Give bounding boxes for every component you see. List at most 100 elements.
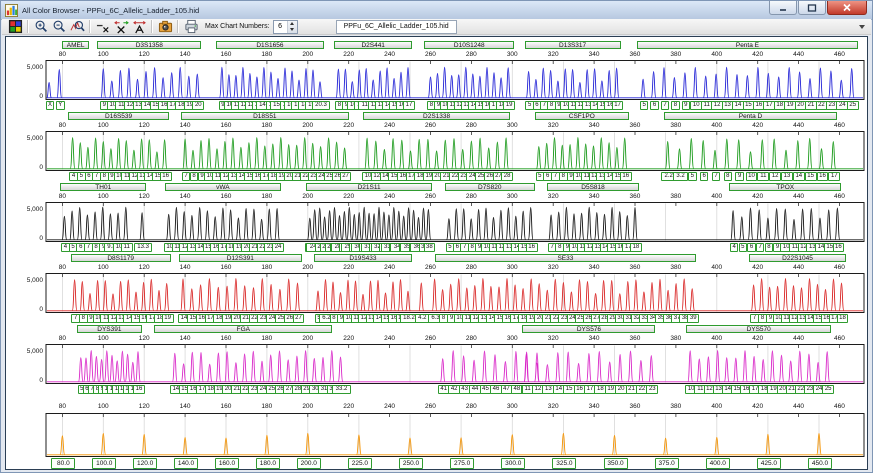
allele-label[interactable]: 9 <box>735 172 744 181</box>
zoom-reset-button[interactable] <box>68 19 86 34</box>
allele-label[interactable]: 28 <box>501 172 514 181</box>
axis-tick-label: 80 <box>58 335 66 342</box>
baseline-toggle-button[interactable] <box>94 19 112 34</box>
size-label[interactable]: 400.0 <box>705 458 730 469</box>
allele-label[interactable]: 6 <box>747 243 756 252</box>
file-tab[interactable]: PPFu_6C_Allelic_Ladder_105.hid <box>335 19 457 34</box>
size-label[interactable]: 325.0 <box>552 458 577 469</box>
allele-label[interactable]: 6 <box>650 101 659 110</box>
allele-label[interactable]: 7 <box>711 172 721 181</box>
x-range-button[interactable] <box>112 19 130 34</box>
allele-label[interactable]: 18 <box>630 243 642 252</box>
allele-label[interactable]: 33.2 <box>332 385 351 394</box>
zoom-in-button[interactable] <box>32 19 50 34</box>
allele-label[interactable]: 11 <box>120 243 133 252</box>
allele-label[interactable]: X <box>45 101 55 110</box>
allele-label[interactable]: 10 <box>745 172 758 181</box>
allele-label[interactable]: Y <box>56 101 65 110</box>
allele-label[interactable]: 8 <box>439 314 448 323</box>
maximize-button[interactable] <box>798 1 826 15</box>
spinner-up-button[interactable] <box>288 21 297 27</box>
allele-label[interactable]: 13.3 <box>133 243 153 252</box>
allele-label[interactable]: 4 <box>729 243 739 252</box>
allele-label[interactable]: 17 <box>403 101 415 110</box>
size-label[interactable]: 425.0 <box>756 458 781 469</box>
allele-label[interactable]: 38 <box>423 243 436 252</box>
allele-label[interactable]: 7 <box>660 101 670 110</box>
size-label[interactable]: 450.0 <box>808 458 832 469</box>
size-label[interactable]: 300.0 <box>501 458 526 469</box>
allele-label[interactable]: 16 <box>525 243 538 252</box>
allele-label[interactable]: 5 <box>688 172 697 181</box>
size-label[interactable]: 375.0 <box>654 458 679 469</box>
allele-label[interactable]: 27 <box>292 314 305 323</box>
allele-label[interactable]: 19 <box>503 101 516 110</box>
electropherogram-green[interactable]: 5,000 0 <box>6 131 867 171</box>
allele-label[interactable]: 3.2 <box>672 172 689 181</box>
size-label[interactable]: 180.0 <box>255 458 280 469</box>
size-label[interactable]: 250.0 <box>399 458 423 469</box>
axis-tick-label: 300 <box>506 51 518 58</box>
axis-tick-label: 200 <box>302 193 314 200</box>
allele-label[interactable]: 19 <box>161 314 174 323</box>
max-chart-numbers-input[interactable] <box>273 20 287 33</box>
allele-label[interactable]: 8 <box>671 101 680 110</box>
zoom-out-button[interactable] <box>50 19 68 34</box>
allele-label[interactable]: 11 <box>757 172 770 181</box>
allele-label[interactable]: 16 <box>832 243 845 252</box>
size-label[interactable]: 120.0 <box>133 458 158 469</box>
size-label[interactable]: 140.0 <box>174 458 199 469</box>
electropherogram-orange[interactable] <box>6 413 867 457</box>
allele-label[interactable]: 6 <box>699 172 709 181</box>
allele-label[interactable]: 14 <box>792 172 805 181</box>
allele-label[interactable]: 16 <box>816 172 829 181</box>
allele-label[interactable]: 25 <box>846 101 859 110</box>
allele-label[interactable]: 25 <box>822 385 835 394</box>
allele-label[interactable]: 17 <box>828 172 841 181</box>
axis-tick-label: 460 <box>834 403 845 410</box>
color-browser-button[interactable] <box>6 19 24 34</box>
allele-label[interactable]: 5 <box>639 101 649 110</box>
allele-label[interactable]: 39 <box>687 314 700 323</box>
allele-label[interactable]: 7 <box>755 243 765 252</box>
allele-label[interactable]: 16 <box>159 172 172 181</box>
electropherogram-black[interactable]: 5,000 0 <box>6 202 867 242</box>
electropherogram-red[interactable]: 5,000 0 <box>6 273 867 313</box>
size-label[interactable]: 160.0 <box>214 458 239 469</box>
allele-label[interactable]: 18 <box>836 314 849 323</box>
size-label[interactable]: 275.0 <box>450 458 475 469</box>
allele-label[interactable]: 20.3 <box>311 101 331 110</box>
size-label[interactable]: 225.0 <box>347 458 372 469</box>
allele-label[interactable]: 23 <box>646 385 659 394</box>
axis-tick-label: 240 <box>384 335 395 342</box>
allele-label[interactable]: 8 <box>764 243 774 252</box>
allele-label[interactable]: 20 <box>192 101 205 110</box>
snapshot-button[interactable] <box>156 19 174 34</box>
allele-label[interactable]: 27 <box>339 172 352 181</box>
electropherogram-magenta[interactable]: 5,000 0 <box>6 344 867 384</box>
allele-label[interactable]: 16 <box>619 172 632 181</box>
size-label[interactable]: 100.0 <box>92 458 117 469</box>
allele-label[interactable]: 9 <box>681 101 691 110</box>
print-button[interactable] <box>182 19 200 34</box>
minimize-button[interactable] <box>769 1 797 15</box>
allele-label[interactable]: 5 <box>738 243 748 252</box>
allele-label[interactable]: 13 <box>781 172 793 181</box>
allele-label[interactable]: 17 <box>611 101 624 110</box>
close-button[interactable] <box>827 1 867 15</box>
allele-call-button[interactable] <box>130 19 148 34</box>
size-label[interactable]: 350.0 <box>603 458 628 469</box>
allele-label[interactable]: 12 <box>769 172 782 181</box>
axis-tick-label: 220 <box>343 264 355 271</box>
size-label[interactable]: 200.0 <box>296 458 321 469</box>
size-label[interactable]: 80.0 <box>51 458 76 469</box>
toolbar-overflow-button[interactable] <box>859 24 865 29</box>
axis-tick-label: 180 <box>261 264 273 271</box>
spinner-down-button[interactable] <box>288 27 297 33</box>
axis-tick-label: 120 <box>138 403 150 410</box>
electropherogram-blue[interactable]: 5,000 0 <box>6 60 867 100</box>
allele-label[interactable]: 8 <box>723 172 733 181</box>
allele-label[interactable]: 15 <box>804 172 817 181</box>
allele-label[interactable]: 24 <box>272 243 284 252</box>
allele-label[interactable]: 16 <box>133 385 145 394</box>
